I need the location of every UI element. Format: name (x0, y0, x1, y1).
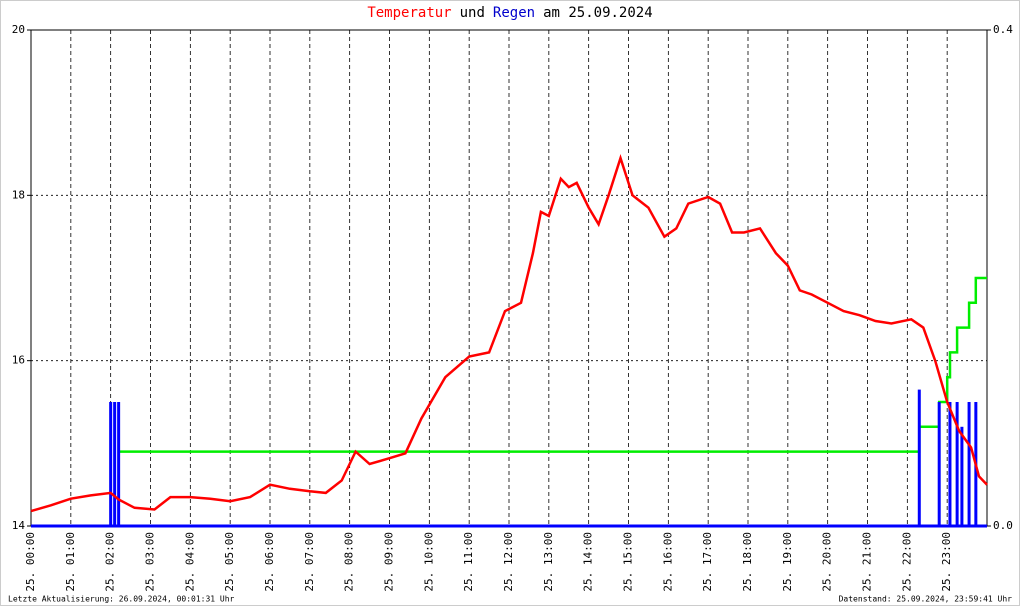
x-tick-label: 25. 04:00 (183, 532, 196, 592)
x-tick-label: 25. 19:00 (781, 532, 794, 592)
rain-bar (948, 402, 952, 526)
x-tick-label: 25. 10:00 (422, 532, 435, 592)
y-tick-label: 14 (12, 519, 26, 532)
rain-bar (955, 402, 959, 526)
rain-bar (113, 402, 117, 526)
x-tick-label: 25. 17:00 (701, 532, 714, 592)
x-tick-label: 25. 16:00 (661, 532, 674, 592)
x-tick-label: 25. 07:00 (303, 532, 316, 592)
title-part: Temperatur (367, 5, 451, 21)
rain-bar (937, 402, 941, 526)
x-tick-label: 25. 12:00 (502, 532, 515, 592)
x-tick-label: 25. 20:00 (821, 532, 834, 592)
x-tick-label: 25. 03:00 (144, 532, 157, 592)
x-tick-label: 25. 01:00 (64, 532, 77, 592)
x-tick-label: 25. 11:00 (462, 532, 475, 592)
x-tick-label: 25. 18:00 (741, 532, 754, 592)
footer-right: Datenstand: 25.09.2024, 23:59:41 Uhr (839, 595, 1013, 604)
rain-bar (109, 402, 113, 526)
title-part: am 25.09.2024 (543, 5, 653, 21)
title-part: Regen (493, 5, 535, 21)
data-line (118, 276, 987, 453)
x-tick-label: 25. 22:00 (900, 532, 913, 592)
x-tick-label: 25. 00:00 (24, 532, 37, 592)
x-tick-label: 25. 15:00 (622, 532, 635, 592)
y2-tick-label: 0.4 (993, 23, 1013, 36)
footer-left: Letzte Aktualisierung: 26.09.2024, 00:01… (8, 595, 235, 604)
y-tick-label: 18 (12, 188, 25, 201)
rain-bar (917, 389, 921, 526)
x-tick-label: 25. 05:00 (223, 532, 236, 592)
rain-bar (960, 426, 964, 526)
x-tick-label: 25. 08:00 (343, 532, 356, 592)
x-tick-label: 25. 09:00 (383, 532, 396, 592)
y2-tick-label: 0.0 (993, 519, 1013, 532)
x-tick-label: 25. 23:00 (940, 532, 953, 592)
x-tick-label: 25. 06:00 (263, 532, 276, 592)
data-line (30, 154, 988, 513)
x-tick-label: 25. 02:00 (104, 532, 117, 592)
x-tick-label: 25. 14:00 (582, 532, 595, 592)
x-tick-label: 25. 13:00 (542, 532, 555, 592)
y-tick-label: 16 (12, 354, 25, 367)
title-part: und (460, 5, 485, 21)
chart-title: Temperatur und Regen am 25.09.2024 (367, 5, 652, 21)
rain-bar (117, 402, 121, 526)
x-tick-label: 25. 21:00 (861, 532, 874, 592)
y-tick-label: 20 (12, 23, 25, 36)
rain-bar (967, 402, 971, 526)
